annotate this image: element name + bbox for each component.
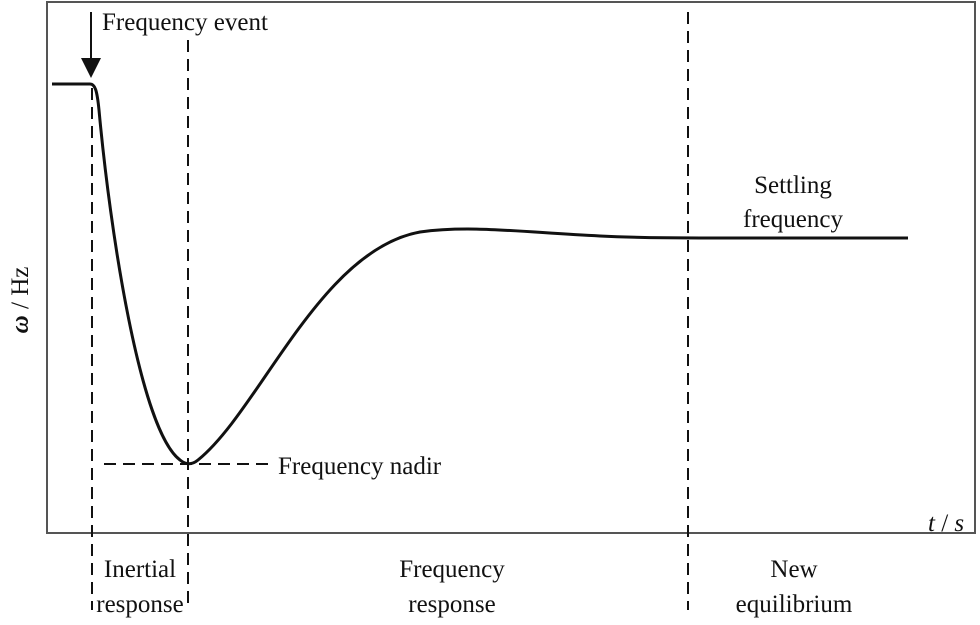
event-arrow-icon — [81, 58, 101, 78]
phase-frequency-1: Frequency — [399, 556, 505, 583]
frequency-curve — [52, 82, 908, 466]
phase-equilibrium-2: equilibrium — [736, 591, 853, 618]
nadir-label: Frequency nadir — [278, 453, 442, 480]
phase-inertial-1: Inertial — [104, 556, 176, 583]
plot-frame — [46, 1, 976, 534]
phase-equilibrium-1: New — [770, 556, 817, 583]
event-label: Frequency event — [102, 9, 268, 36]
phase-frequency-2: response — [408, 591, 495, 618]
settling-label-1: Settling — [754, 172, 832, 199]
svg-text:ω / Hz: ω / Hz — [7, 267, 34, 334]
phase-inertial-2: response — [96, 591, 183, 618]
x-axis-label: t / s — [928, 510, 964, 537]
y-axis-label: ω / Hz — [7, 267, 34, 334]
settling-label-2: frequency — [743, 206, 843, 233]
